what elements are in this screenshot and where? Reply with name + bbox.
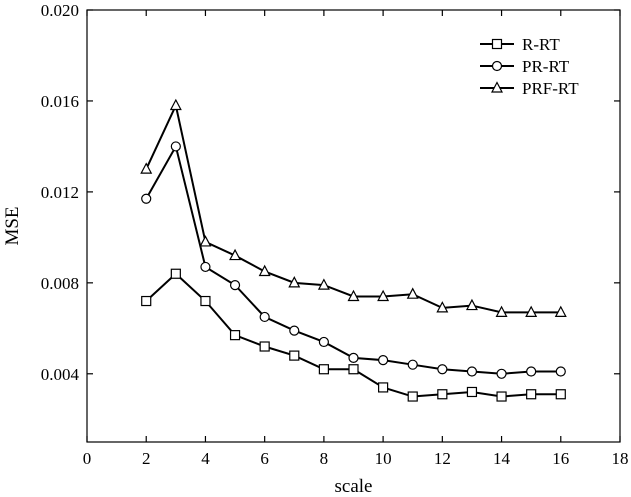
data-point-r-rt [407,391,418,402]
data-point-pr-rt [407,359,418,370]
data-point-r-rt [259,341,270,352]
data-point-pr-rt [378,355,389,366]
data-point-prf-rt [258,264,271,277]
series-line-pr-rt [145,143,561,375]
x-axis-title: scale [335,476,373,497]
data-point-pr-rt [229,280,241,291]
data-point-r-rt [378,382,389,393]
data-point-pr-rt [496,368,507,379]
data-point-pr-rt [289,325,300,336]
legend-marker-square [491,38,503,50]
data-point-prf-rt [406,287,419,299]
data-point-pr-rt [466,366,478,377]
data-point-r-rt [348,364,359,375]
data-point-pr-rt [170,141,181,152]
y-axis-title: MSE [2,206,23,245]
data-point-r-rt [289,350,300,361]
y-tick-label: 0.020 [41,1,79,20]
data-point-r-rt [318,364,329,375]
data-point-prf-rt [347,289,360,302]
data-point-prf-rt [169,98,182,111]
legend-label: PR-RT [522,57,570,76]
data-point-prf-rt [229,248,242,261]
legend-item-prf-rt: PRF-RT [480,79,579,98]
legend: R-RT PR-RT PRF-RT [480,35,579,98]
legend-label: PRF-RT [522,79,579,98]
legend-marker-circle [491,60,503,72]
plot-frame [86,9,621,443]
data-point-prf-rt [436,301,449,313]
series-r-rt [141,268,566,402]
legend-marker-triangle [491,81,503,93]
data-point-prf-rt [554,305,567,317]
x-tick-label: 16 [552,449,569,468]
x-tick-label: 2 [142,449,151,468]
data-point-r-rt [141,295,152,307]
y-axis-ticks: 0.004 0.008 0.012 0.016 0.020 [41,1,620,384]
legend-item-r-rt: R-RT [480,35,560,54]
series-lines [140,98,567,402]
data-point-prf-rt [525,305,538,317]
data-point-r-rt [229,330,241,341]
data-point-pr-rt [259,311,270,323]
data-point-r-rt [200,295,211,307]
x-tick-label: 4 [201,449,210,468]
x-tick-label: 10 [375,449,392,468]
x-tick-label: 14 [493,449,511,468]
y-tick-label: 0.008 [41,274,79,293]
data-point-pr-rt [200,261,211,273]
series-prf-rt [140,98,567,317]
data-point-prf-rt [199,235,212,247]
x-tick-label: 18 [612,449,629,468]
data-point-prf-rt [288,276,301,288]
data-point-prf-rt [465,298,478,311]
data-point-prf-rt [495,305,508,317]
y-tick-label: 0.012 [41,183,79,202]
data-point-pr-rt [348,352,359,363]
data-point-r-rt [555,389,566,400]
legend-label: R-RT [522,35,560,54]
series-pr-rt [141,141,566,379]
data-point-prf-rt [377,289,390,302]
x-tick-label: 8 [320,449,329,468]
data-point-pr-rt [555,366,566,377]
y-tick-label: 0.016 [41,92,79,111]
x-tick-label: 12 [434,449,451,468]
series-line-prf-rt [145,102,561,314]
data-point-prf-rt [317,278,330,290]
data-point-prf-rt [140,162,153,174]
data-point-r-rt [526,389,537,400]
data-point-pr-rt [437,364,448,375]
data-point-pr-rt [526,366,537,377]
y-tick-label: 0.004 [41,365,80,384]
x-tick-label: 0 [83,449,92,468]
legend-item-pr-rt: PR-RT [480,57,570,76]
x-tick-label: 6 [260,449,269,468]
data-point-r-rt [496,391,507,402]
x-axis-ticks: 0 2 4 6 8 10 12 14 16 18 [83,10,629,468]
data-point-r-rt [170,268,181,279]
data-point-r-rt [437,389,448,400]
data-point-pr-rt [318,336,329,348]
axes [86,9,621,443]
data-point-pr-rt [141,193,152,204]
data-point-r-rt [466,386,478,398]
